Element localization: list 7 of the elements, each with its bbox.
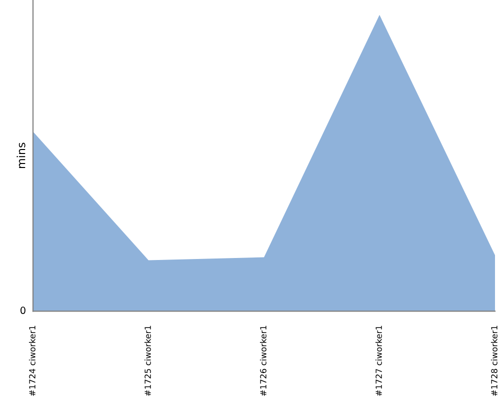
text: 0: [20, 306, 26, 314]
x-tick-label: #1728 ciworker1: [490, 326, 498, 396]
x-tick-label: #1724 ciworker1: [28, 326, 36, 396]
x-tick-label: #1726 ciworker1: [260, 326, 266, 396]
x-tick-label: #1725 ciworker1: [144, 326, 151, 396]
y-axis-title: mins: [16, 142, 26, 168]
x-tick-label: #1727 ciworker1: [375, 326, 382, 396]
